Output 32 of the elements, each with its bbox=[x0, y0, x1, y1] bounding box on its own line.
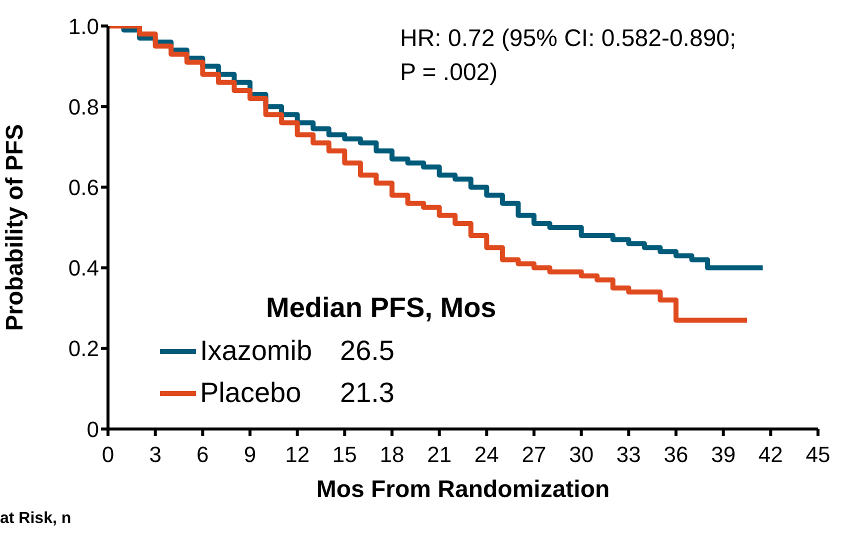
y-tick-label: 0.8 bbox=[68, 94, 99, 120]
x-tick-label: 9 bbox=[244, 442, 256, 467]
x-tick-label: 30 bbox=[569, 442, 594, 467]
legend-label: Placebo bbox=[200, 377, 302, 409]
x-tick-label: 6 bbox=[196, 442, 209, 467]
y-tick-label: 0.2 bbox=[68, 336, 99, 362]
x-tick-label: 12 bbox=[285, 442, 310, 467]
y-tick-label: 0.4 bbox=[68, 256, 99, 281]
x-tick-label: 24 bbox=[474, 442, 499, 467]
annotation: 21.3 bbox=[340, 377, 394, 409]
x-tick-label: 0 bbox=[102, 442, 114, 467]
y-tick-label: 0.6 bbox=[68, 175, 99, 200]
y-axis-title: Probability of PFS bbox=[2, 124, 29, 331]
x-tick-label: 33 bbox=[616, 442, 641, 467]
annotation: P = .002) bbox=[400, 58, 499, 88]
x-tick-label: 15 bbox=[332, 442, 357, 467]
legend-label: Ixazomib bbox=[200, 335, 314, 367]
x-tick-label: 3 bbox=[149, 442, 162, 467]
y-tick-label: 0 bbox=[86, 416, 99, 442]
text: at Risk, n bbox=[0, 510, 72, 528]
x-tick-label: 36 bbox=[664, 442, 688, 467]
x-tick-label: 42 bbox=[758, 442, 783, 467]
y-tick-label: 1.0 bbox=[68, 14, 99, 39]
x-tick-label: 18 bbox=[380, 442, 404, 467]
annotation: HR: 0.72 (95% CI: 0.582-0.890; bbox=[400, 24, 736, 54]
x-tick-label: 39 bbox=[711, 442, 736, 467]
x-tick-label: 21 bbox=[427, 442, 452, 467]
x-tick-label: 45 bbox=[806, 442, 830, 467]
legend-title: Median PFS, Mos bbox=[266, 292, 496, 324]
annotation: 26.5 bbox=[340, 335, 394, 367]
x-axis-title: Mos From Randomization bbox=[316, 476, 610, 503]
x-tick-label: 27 bbox=[522, 442, 546, 467]
